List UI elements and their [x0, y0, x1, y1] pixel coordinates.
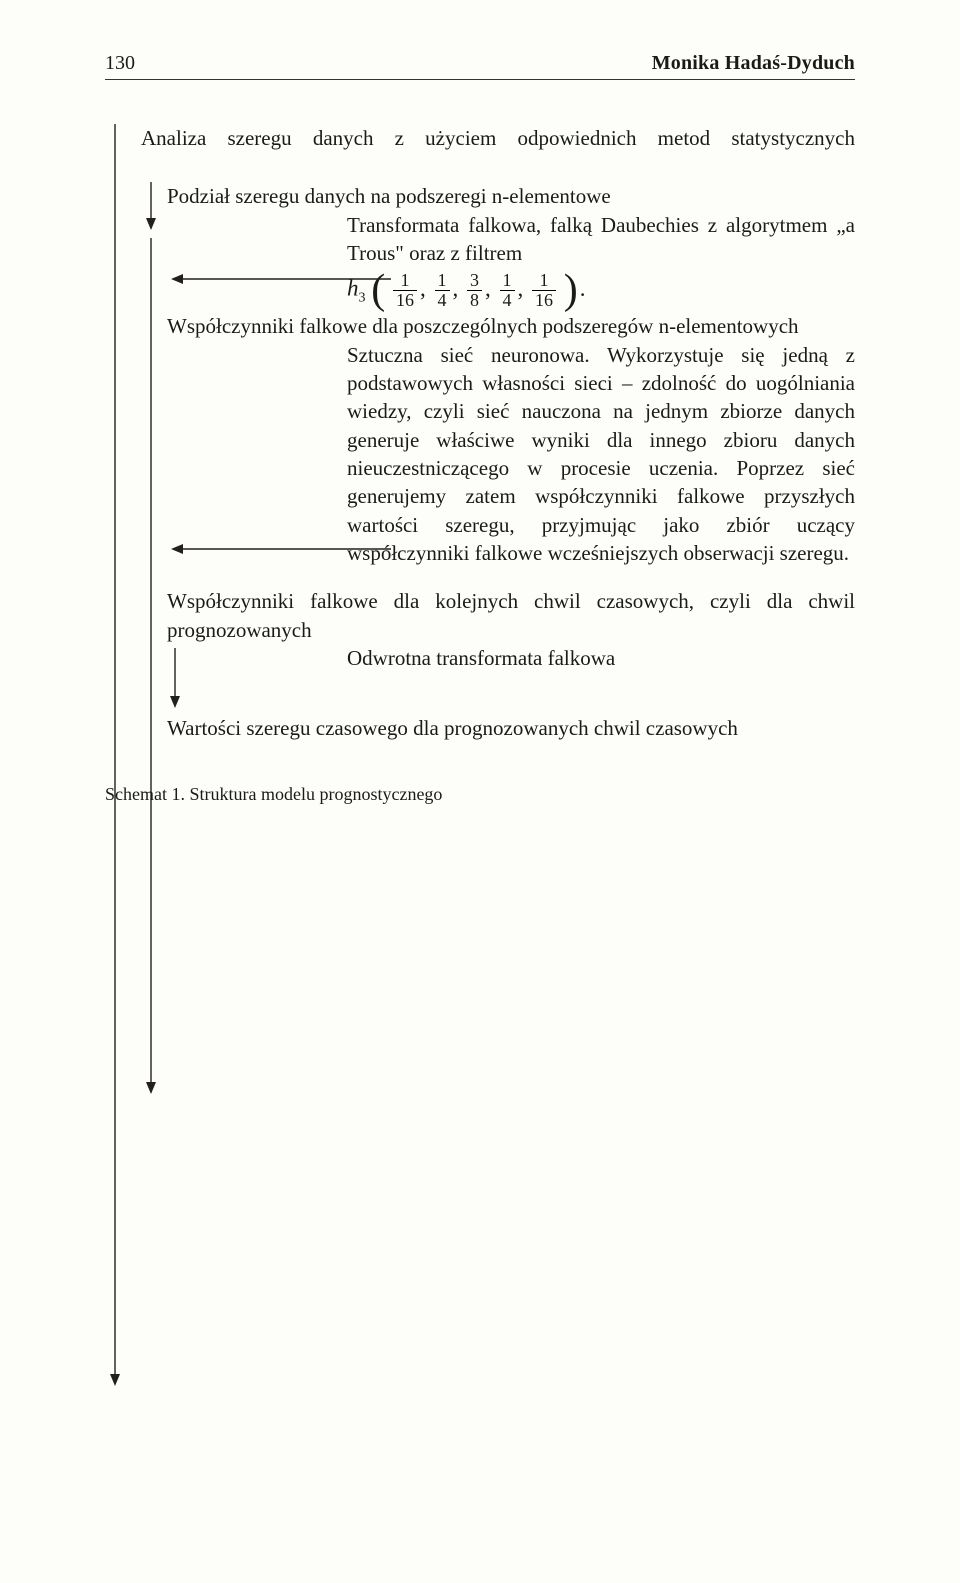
step-4: Współczynniki falkowe dla kolejnych chwi…: [167, 587, 855, 644]
return-arrow-2-icon: [165, 51, 391, 561]
step-5: Wartości szeregu czasowego dla prognozow…: [167, 714, 855, 742]
filter-formula: h3 ( 116, 14, 38, 14, 116 ).: [347, 267, 855, 312]
inner-flow-arrow-icon: [141, 182, 167, 1102]
transform-intro: Transformata falkowa, falką Daubechies z…: [347, 211, 855, 268]
page-number: 130: [105, 50, 135, 77]
main-flow-arrow-icon: [105, 124, 141, 1389]
neural-network-text: Sztuczna sieć neuronowa. Wykorzystuje si…: [347, 341, 855, 568]
inverse-transform: Odwrotna transformata falkowa: [347, 644, 855, 714]
figure-caption: Schemat 1. Struktura modelu prognostyczn…: [105, 782, 855, 806]
author-name: Monika Hadaś-Dyduch: [652, 50, 855, 77]
flowchart: Analiza szeregu danych z użyciem odpowie…: [105, 124, 855, 742]
down-arrow-small-icon: [165, 646, 207, 716]
